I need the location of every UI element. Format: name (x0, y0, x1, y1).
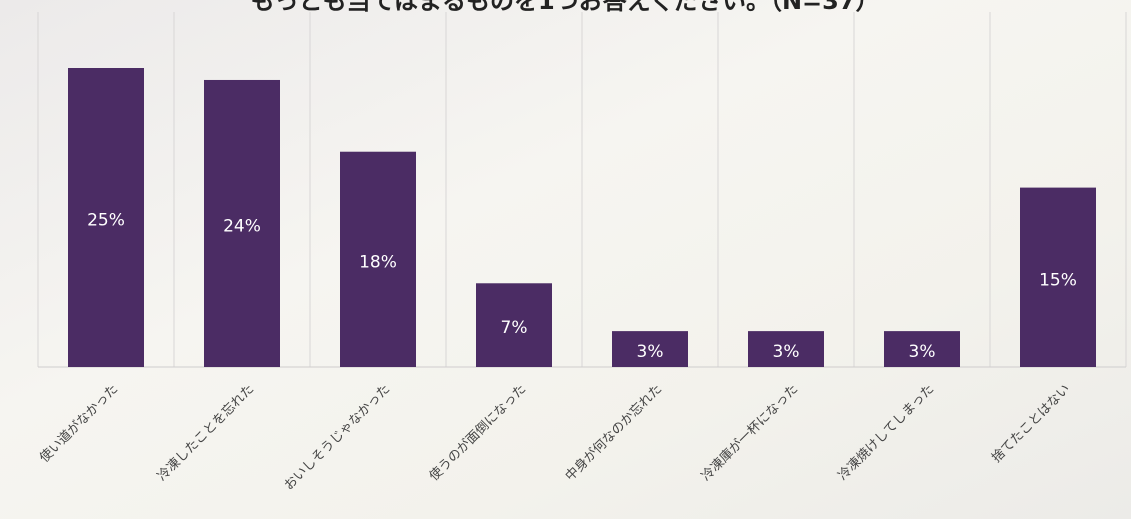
bar (884, 331, 960, 367)
bar (748, 331, 824, 367)
chart-title: もっとも当てはまるものを1つお答えください。（N=37） (250, 0, 879, 15)
data-label: 7% (501, 318, 528, 338)
bar (340, 151, 416, 367)
bar (612, 331, 688, 367)
data-label: 25% (87, 211, 125, 231)
data-label: 15% (1039, 270, 1077, 290)
bar (204, 79, 280, 368)
bar (1020, 187, 1096, 367)
bar (68, 68, 144, 367)
data-label: 18% (359, 252, 397, 272)
data-label: 24% (223, 216, 261, 236)
bar (476, 283, 552, 367)
data-label: 3% (773, 342, 800, 362)
data-label: 3% (637, 342, 664, 362)
data-label: 3% (909, 342, 936, 362)
